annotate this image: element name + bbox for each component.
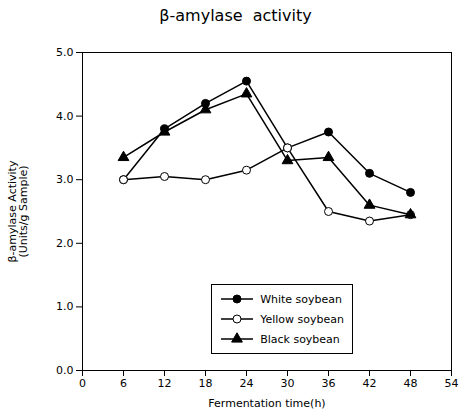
html-text:Black soybean: Black soybean	[260, 332, 340, 346]
svg-text:1.0: 1.0	[56, 300, 74, 313]
svg-text:4.0: 4.0	[56, 110, 74, 123]
svg-text:12: 12	[158, 377, 172, 390]
html-text:β-amylase activity: β-amylase activity	[159, 6, 312, 25]
svg-text:36: 36	[322, 377, 336, 390]
svg-text:6: 6	[120, 377, 127, 390]
svg-text:5.0: 5.0	[56, 46, 74, 59]
html-text:Yellow soybean: Yellow soybean	[260, 312, 344, 326]
svg-text:0: 0	[79, 377, 86, 390]
svg-text:24: 24	[240, 377, 254, 390]
svg-text:42: 42	[363, 377, 377, 390]
svg-text:48: 48	[404, 377, 418, 390]
svg-text:2.0: 2.0	[56, 237, 74, 250]
html-text:White soybean: White soybean	[260, 292, 343, 306]
svg-text:0.0: 0.0	[56, 364, 74, 377]
svg-text:3.0: 3.0	[56, 173, 74, 186]
svg-text:30: 30	[281, 377, 295, 390]
svg-text:18: 18	[199, 377, 213, 390]
svg-text:54: 54	[445, 377, 459, 390]
svg-text:β-amylase Activity(Units/g Sam: β-amylase Activity(Units/g Sample)	[6, 160, 30, 262]
svg-text:Fermentation time(h): Fermentation time(h)	[208, 397, 325, 410]
